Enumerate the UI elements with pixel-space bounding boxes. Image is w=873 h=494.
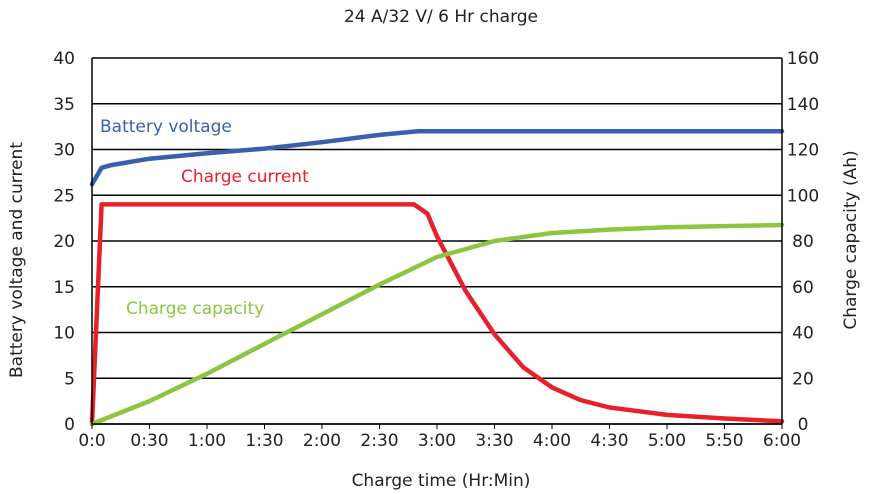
x-tick-label: 2:00 — [303, 431, 341, 451]
series-label: Battery voltage — [100, 117, 232, 137]
y-left-tick-label: 30 — [53, 141, 75, 161]
charge-capacity-line — [89, 222, 785, 427]
battery-voltage-line — [89, 128, 785, 187]
x-tick-label: 0:0 — [78, 431, 105, 451]
y-axis-left-label: Battery voltage and current — [7, 142, 27, 378]
x-tick-label: 3:30 — [475, 431, 513, 451]
x-tick-label: 1:00 — [188, 431, 226, 451]
series-label: Charge current — [181, 167, 309, 187]
x-tick-label: 3:00 — [418, 431, 456, 451]
y-right-tick-label: 100 — [787, 186, 819, 206]
y-axis-right-label: Charge capacity (Ah) — [841, 150, 861, 329]
y-left-tick-label: 5 — [64, 369, 75, 389]
y-left-tick-label: 20 — [53, 232, 75, 252]
x-tick-label: 4:00 — [533, 431, 571, 451]
x-tick-label: 5:00 — [648, 431, 686, 451]
x-tick-label: 2:30 — [360, 431, 398, 451]
x-axis-label: Charge time (Hr:Min) — [352, 471, 531, 491]
charge-current-line — [89, 202, 785, 427]
y-left-tick-label: 40 — [53, 49, 75, 69]
y-left-tick-label: 35 — [53, 95, 75, 115]
x-tick-label: 0:30 — [130, 431, 168, 451]
left-tick-labels: 0 5 10 15 20 25 30 35 40 — [53, 49, 75, 435]
x-tick-label: 5:50 — [705, 431, 743, 451]
chart-title: 24 A/32 V/ 6 Hr charge — [344, 7, 538, 27]
y-left-tick-label: 15 — [53, 278, 75, 298]
x-tick-label: 4:30 — [590, 431, 628, 451]
y-left-tick-label: 25 — [53, 186, 75, 206]
y-right-tick-label: 160 — [787, 49, 819, 69]
y-left-tick-label: 10 — [53, 324, 75, 344]
y-right-tick-label: 140 — [787, 95, 819, 115]
series-label: Charge capacity — [126, 299, 264, 319]
y-right-tick-label: 80 — [792, 232, 814, 252]
y-right-tick-label: 0 — [798, 415, 809, 435]
y-right-tick-label: 60 — [792, 278, 814, 298]
y-right-tick-label: 40 — [792, 324, 814, 344]
y-left-tick-label: 0 — [64, 415, 75, 435]
x-tick-label: 1:30 — [245, 431, 283, 451]
y-right-tick-label: 20 — [792, 369, 814, 389]
right-tick-labels: 0 20 40 60 80 100 120 140 160 — [787, 49, 819, 435]
series-lines — [89, 128, 785, 427]
y-right-tick-label: 120 — [787, 141, 819, 161]
series-labels: Battery voltage Charge current Charge capa… — [100, 117, 309, 319]
x-tick-label: 6:00 — [763, 431, 801, 451]
x-tick-labels: 0:0 0:30 1:00 1:30 2:00 2:30 3:00 3:30 4:00 4:30 5… — [78, 424, 801, 451]
